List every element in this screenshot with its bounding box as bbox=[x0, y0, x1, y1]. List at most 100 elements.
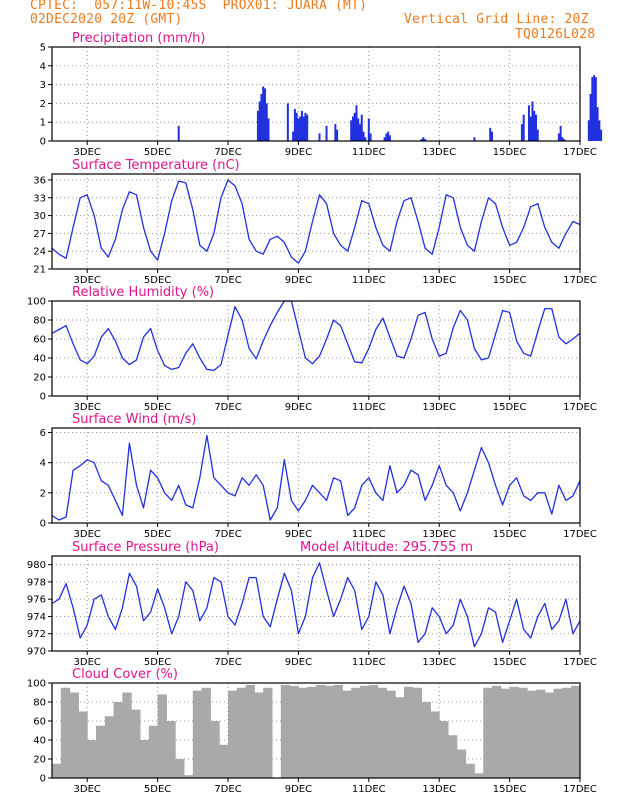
cloud-bar bbox=[518, 687, 528, 778]
precipitation-x-tick-label: 11DEC bbox=[352, 147, 386, 158]
precipitation-x-tick-label: 15DEC bbox=[493, 147, 527, 158]
cloud-bar bbox=[351, 687, 361, 778]
precip-bar bbox=[420, 139, 423, 141]
humidity-y-tick-label: 100 bbox=[27, 297, 46, 308]
cloud-bar bbox=[166, 721, 176, 778]
cloud-bar bbox=[140, 740, 150, 778]
precip-bar bbox=[491, 131, 493, 141]
cloud-bar bbox=[307, 686, 317, 778]
precip-bar bbox=[589, 94, 592, 141]
precip-bar bbox=[262, 86, 265, 141]
cloud-cover-y-tick-label: 80 bbox=[33, 698, 46, 709]
precip-bar bbox=[359, 124, 361, 141]
temperature-x-tick-label: 13DEC bbox=[422, 275, 456, 286]
temperature-x-tick-label: 11DEC bbox=[352, 275, 386, 286]
precipitation-x-tick-label: 9DEC bbox=[285, 147, 312, 158]
wind-frame bbox=[51, 427, 581, 524]
precip-bar bbox=[557, 133, 560, 141]
temperature-series-line bbox=[51, 179, 581, 264]
precip-bar bbox=[529, 116, 532, 141]
cloud-bar bbox=[544, 692, 555, 778]
cloud-bar bbox=[368, 684, 379, 778]
cloud-bar bbox=[333, 684, 343, 778]
cloud-bar bbox=[562, 687, 572, 778]
precipitation-y-tick-label: 3 bbox=[40, 80, 46, 91]
cloud-bar bbox=[60, 687, 71, 778]
precip-bar bbox=[563, 139, 566, 141]
precip-bar bbox=[593, 75, 596, 141]
temperature-y-tick-label: 24 bbox=[33, 247, 46, 258]
precip-bar bbox=[385, 133, 388, 141]
humidity-y-tick-label: 40 bbox=[33, 354, 46, 365]
precip-bar bbox=[334, 124, 337, 141]
pressure-y-tick-label: 974 bbox=[27, 612, 46, 623]
cloud-bar bbox=[254, 692, 264, 778]
precip-bar bbox=[561, 137, 564, 141]
header-model-code: TQ0126L028 bbox=[515, 27, 596, 42]
precip-bar bbox=[306, 114, 309, 141]
precip-bar bbox=[598, 120, 601, 141]
precip-bar bbox=[591, 77, 594, 141]
cloud-cover-title: Cloud Cover (%) bbox=[72, 667, 178, 682]
precipitation-x-tick-label: 5DEC bbox=[144, 147, 171, 158]
cloud-cover-y-tick-label: 40 bbox=[33, 736, 46, 747]
wind-y-tick-label: 0 bbox=[40, 519, 46, 530]
header-date: 02DEC2020 20Z (GMT) bbox=[30, 12, 183, 27]
pressure-x-tick-label: 17DEC bbox=[563, 657, 597, 668]
wind-title: Surface Wind (m/s) bbox=[72, 412, 196, 427]
cloud-bar bbox=[69, 692, 79, 778]
cloud-bar bbox=[148, 725, 159, 778]
precip-bar bbox=[295, 112, 298, 141]
temperature-y-tick-label: 33 bbox=[33, 193, 46, 204]
temperature-title: Surface Temperature (nC) bbox=[72, 158, 240, 173]
cloud-bar bbox=[412, 687, 423, 778]
temperature-x-tick-label: 17DEC bbox=[563, 275, 597, 286]
cloud-bar bbox=[536, 689, 546, 778]
precip-bar bbox=[596, 107, 599, 141]
cloud-bar bbox=[87, 740, 97, 778]
cloud-bar bbox=[324, 685, 335, 778]
precip-bar bbox=[265, 103, 268, 141]
pressure-x-tick-label: 9DEC bbox=[285, 657, 312, 668]
cloud-bar bbox=[96, 725, 106, 778]
precip-bar bbox=[177, 125, 180, 141]
humidity-title: Relative Humidity (%) bbox=[72, 285, 214, 300]
wind-x-tick-label: 13DEC bbox=[422, 529, 456, 540]
humidity-y-tick-label: 0 bbox=[40, 392, 46, 403]
humidity-x-tick-label: 7DEC bbox=[214, 402, 241, 413]
precipitation-y-tick-label: 5 bbox=[40, 43, 46, 54]
precip-bar bbox=[367, 118, 370, 141]
cloud-bar bbox=[395, 697, 405, 778]
precip-bar bbox=[304, 112, 307, 141]
pressure-x-tick-label: 15DEC bbox=[493, 657, 527, 668]
precip-bar bbox=[522, 114, 525, 141]
temperature-y-tick-label: 30 bbox=[33, 211, 46, 222]
precipitation-y-tick-label: 0 bbox=[40, 137, 46, 148]
cloud-bar bbox=[527, 690, 537, 778]
cloud-bar bbox=[360, 685, 370, 778]
precip-bar bbox=[360, 114, 363, 141]
pressure-frame bbox=[51, 555, 581, 652]
precip-bar bbox=[302, 116, 305, 141]
cloud-bar bbox=[448, 735, 458, 778]
temperature-x-tick-label: 5DEC bbox=[144, 275, 171, 286]
cloud-cover-x-tick-label: 11DEC bbox=[352, 784, 386, 795]
cloud-cover-y-tick-label: 60 bbox=[33, 717, 46, 728]
humidity-x-tick-label: 9DEC bbox=[285, 402, 312, 413]
header-grid-line: Vertical Grid Line: 20Z bbox=[404, 12, 589, 27]
cloud-bar bbox=[219, 744, 229, 778]
humidity-x-tick-label: 11DEC bbox=[352, 402, 386, 413]
wind-y-tick-label: 4 bbox=[40, 458, 46, 469]
humidity-y-tick-label: 60 bbox=[33, 335, 46, 346]
cloud-bar bbox=[377, 687, 387, 778]
precip-bar bbox=[369, 133, 372, 141]
precip-bar bbox=[355, 105, 358, 141]
cloud-bar bbox=[316, 684, 326, 778]
cloud-bar bbox=[439, 721, 449, 778]
cloud-cover-y-tick-label: 20 bbox=[33, 755, 46, 766]
pressure-x-tick-label: 3DEC bbox=[74, 657, 101, 668]
cloud-bar bbox=[430, 711, 440, 778]
cloud-bar bbox=[500, 688, 511, 778]
humidity-x-tick-label: 17DEC bbox=[563, 402, 597, 413]
temperature-y-tick-label: 36 bbox=[33, 175, 46, 186]
